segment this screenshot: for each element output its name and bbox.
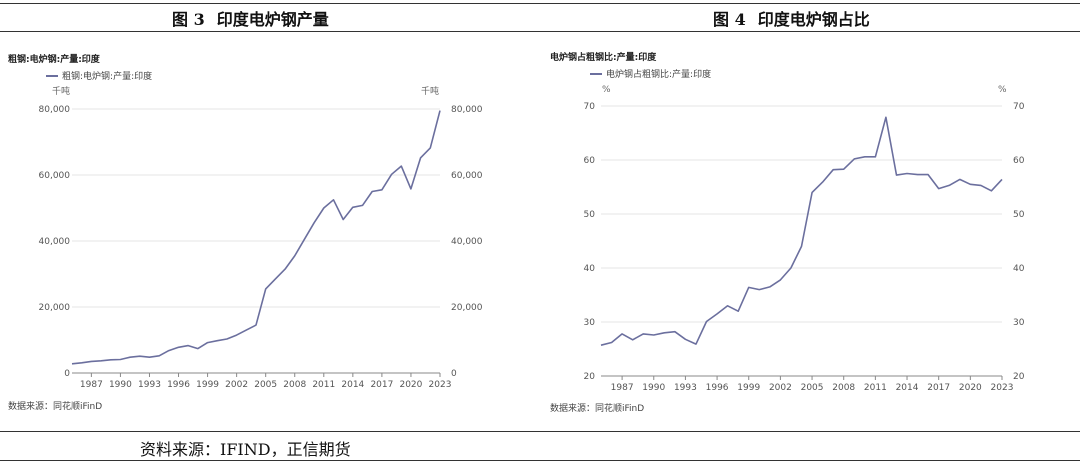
- x-tick-label: 1999: [196, 380, 219, 390]
- y-tick-label-right: 20,000: [451, 303, 483, 313]
- y-tick-label-right: 40: [1013, 264, 1025, 274]
- y-tick-label-right: 40,000: [451, 237, 483, 247]
- x-tick-label: 2011: [312, 380, 335, 390]
- x-tick-label: 1990: [642, 383, 665, 393]
- series-line: [600, 116, 1003, 346]
- x-tick-label: 2002: [225, 380, 248, 390]
- x-tick-label: 2008: [832, 383, 855, 393]
- y-tick-label-right: 60: [1013, 156, 1025, 166]
- y-tick-label-left: 40,000: [39, 237, 71, 247]
- x-tick-label: 2014: [896, 383, 919, 393]
- x-tick-label: 2011: [864, 383, 887, 393]
- footer-rule-bottom: [0, 460, 1080, 461]
- figure-3-title: 印度电炉钢产量: [216, 10, 329, 29]
- figure-4-number: 图 4: [713, 10, 746, 29]
- x-tick-label: 2023: [429, 380, 452, 390]
- figure-4-heading: 图 4 印度电炉钢占比: [713, 6, 870, 30]
- series-line: [71, 110, 441, 365]
- y-tick-label-right: 50: [1013, 210, 1025, 220]
- figure-4-title: 印度电炉钢占比: [757, 10, 870, 29]
- y-tick-label-left: 30: [584, 318, 596, 328]
- x-tick-label: 2017: [370, 380, 393, 390]
- x-tick-label: 1987: [80, 380, 103, 390]
- y-tick-label-right: 80,000: [451, 105, 483, 115]
- x-tick-label: 2002: [769, 383, 792, 393]
- x-tick-label: 1993: [138, 380, 161, 390]
- x-tick-label: 2017: [927, 383, 950, 393]
- x-tick-label: 2020: [399, 380, 422, 390]
- y-tick-label-right: 20: [1013, 372, 1025, 382]
- y-tick-label-left: 50: [584, 210, 596, 220]
- chart-panel-right: 电炉钢占粗钢比:产量:印度 电炉钢占粗钢比:产量:印度 % % 20 20 30 30…: [540, 34, 1080, 419]
- x-tick-label: 1996: [706, 383, 729, 393]
- chart-panel-left: 粗钢:电炉钢:产量:印度 粗钢:电炉钢:产量:印度 千吨 千吨 0 0 20,000…: [0, 34, 540, 419]
- x-tick-label: 2014: [341, 380, 364, 390]
- legend-label: 电炉钢占粗钢比:产量:印度: [606, 68, 711, 80]
- y-tick-label-right: 60,000: [451, 171, 483, 181]
- y-tick-label-left: 20: [584, 372, 596, 382]
- header-rule: [0, 31, 1080, 32]
- y-tick-label-right: 70: [1013, 102, 1025, 112]
- x-tick-label: 2005: [801, 383, 824, 393]
- chart-source-note: 数据来源：同花顺iFinD: [8, 400, 102, 412]
- x-tick-label: 2005: [254, 380, 277, 390]
- unit-left: 千吨: [52, 85, 70, 97]
- x-tick-label: 1999: [737, 383, 760, 393]
- x-tick-label: 1996: [167, 380, 190, 390]
- figure-3-heading: 图 3 印度电炉钢产量: [172, 6, 329, 30]
- y-tick-label-left: 60: [584, 156, 596, 166]
- y-tick-label-right: 0: [451, 369, 457, 379]
- unit-right: 千吨: [421, 85, 439, 97]
- legend-label: 粗钢:电炉钢:产量:印度: [62, 70, 152, 82]
- y-tick-label-left: 60,000: [39, 171, 71, 181]
- y-tick-label-left: 70: [584, 102, 596, 112]
- chart-title: 粗钢:电炉钢:产量:印度: [8, 53, 101, 65]
- y-tick-label-left: 20,000: [39, 303, 71, 313]
- top-rule: [0, 3, 1080, 4]
- chart-title: 电炉钢占粗钢比:产量:印度: [550, 51, 657, 63]
- footer-rule-top: [0, 431, 1080, 432]
- unit-right: %: [998, 85, 1007, 95]
- y-tick-label-left: 80,000: [39, 105, 71, 115]
- chart-production: 粗钢:电炉钢:产量:印度 粗钢:电炉钢:产量:印度 千吨 千吨 0 0 20,000…: [8, 53, 483, 412]
- figure-3-number: 图 3: [172, 10, 205, 29]
- unit-left: %: [602, 85, 611, 95]
- x-tick-label: 1987: [611, 383, 634, 393]
- y-tick-label-right: 30: [1013, 318, 1025, 328]
- x-tick-label: 2023: [991, 383, 1014, 393]
- chart-source-note: 数据来源：同花顺iFinD: [550, 402, 644, 414]
- x-tick-label: 1990: [109, 380, 132, 390]
- page-source: 资料来源：IFIND，正信期货: [140, 440, 351, 459]
- x-tick-label: 1993: [674, 383, 697, 393]
- x-tick-label: 2020: [959, 383, 982, 393]
- y-tick-label-left: 0: [64, 369, 70, 379]
- y-tick-label-left: 40: [584, 264, 596, 274]
- x-tick-label: 2008: [283, 380, 306, 390]
